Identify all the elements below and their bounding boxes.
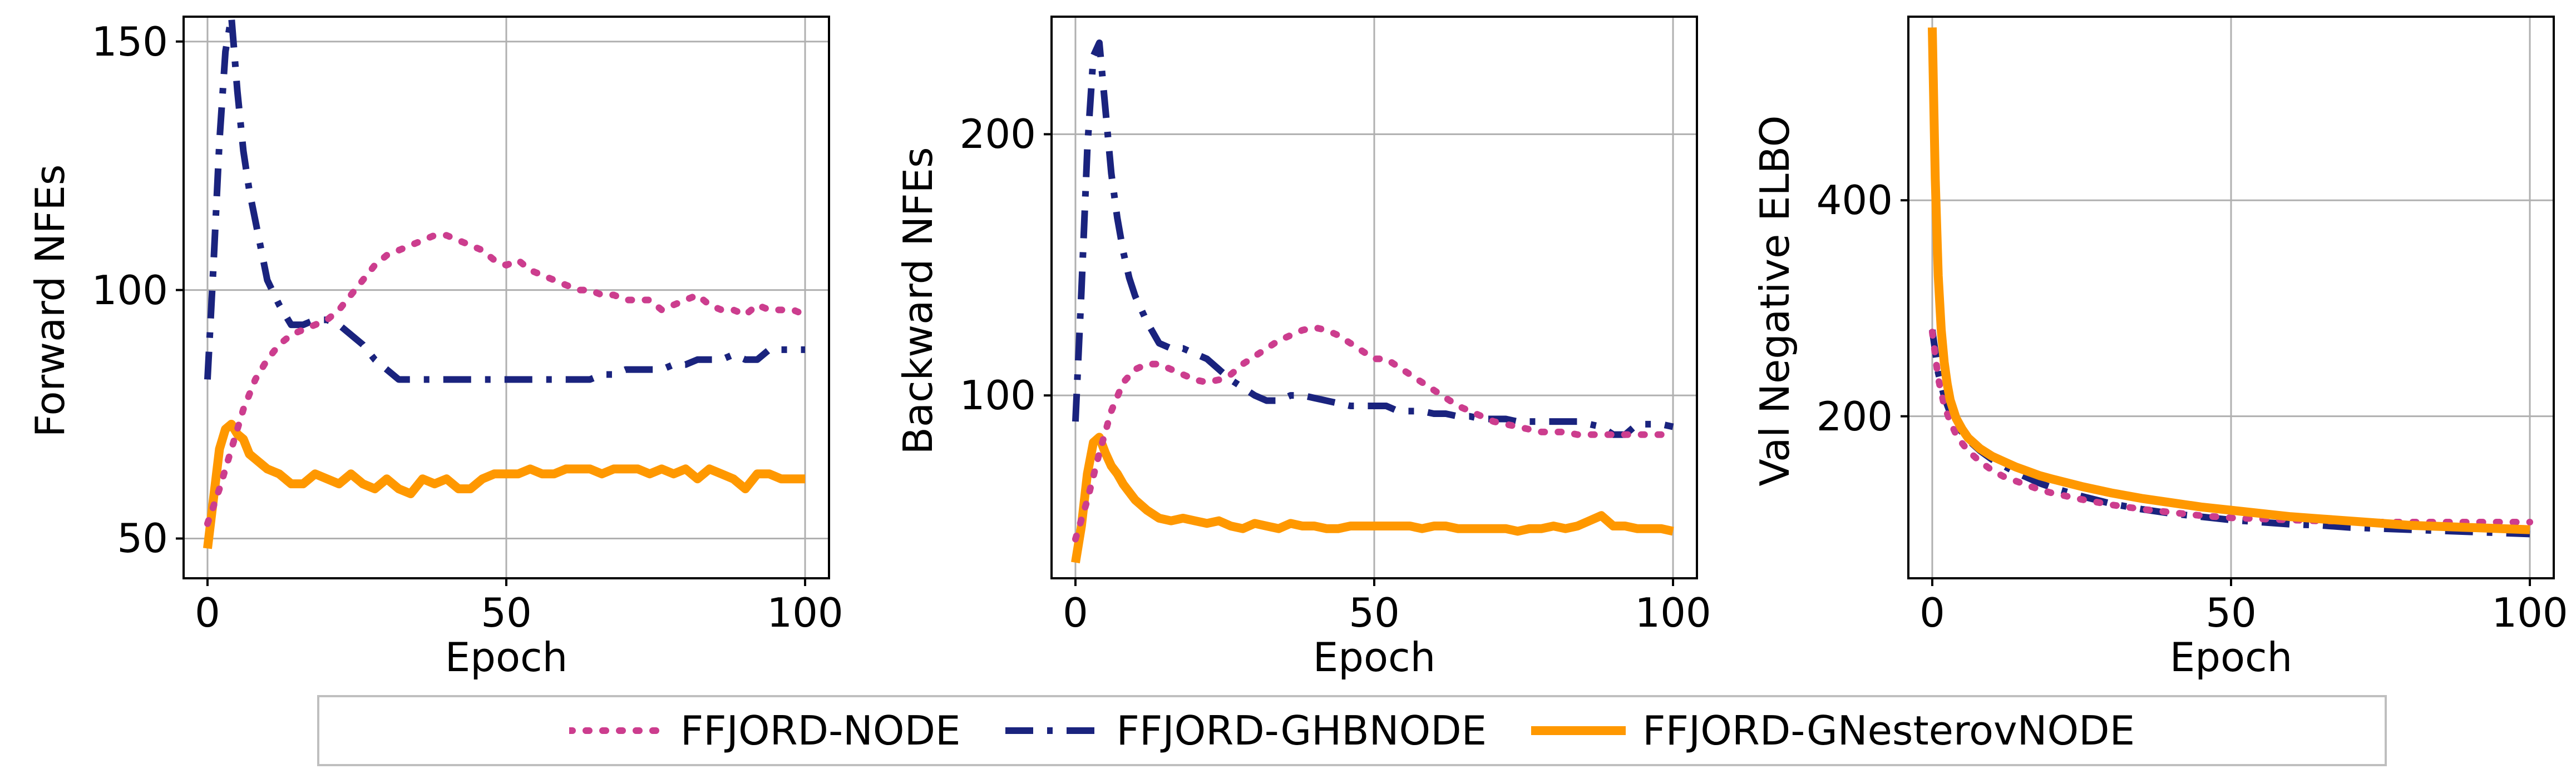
plot-backward [1052, 17, 1697, 578]
ytick-label: 400 [1817, 177, 1893, 224]
figure: 0 50 100 50 100 150 Epoch Forward NFEs 0 50 100 100… [0, 0, 2576, 774]
xtick-label: 0 [195, 589, 220, 636]
ytick-label: 200 [960, 111, 1036, 157]
xtick-label: 50 [481, 589, 532, 636]
xlabel: Epoch [2170, 634, 2292, 681]
ytick-label: 150 [92, 18, 168, 65]
xtick-label: 100 [2491, 589, 2568, 636]
xtick-label: 100 [767, 589, 843, 636]
ytick-label: 200 [1817, 393, 1893, 440]
legend-item-node: FFJORD-NODE [569, 707, 961, 754]
xtick-label: 50 [2205, 589, 2257, 636]
xlabel: Epoch [445, 634, 567, 681]
xtick-label: 0 [1063, 589, 1088, 636]
plot-forward [184, 17, 829, 578]
legend-swatch [1531, 714, 1626, 747]
legend-item-ghbnode: FFJORD-GHBNODE [1005, 707, 1487, 754]
xlabel: Epoch [1313, 634, 1435, 681]
ytick-label: 100 [92, 267, 168, 314]
legend-swatch [569, 714, 664, 747]
plot-elbo [1908, 17, 2554, 578]
ytick-label: 100 [960, 372, 1036, 419]
legend: FFJORD-NODE FFJORD-GHBNODE FFJORD-GNestero… [317, 695, 2387, 766]
ytick-label: 50 [117, 515, 168, 562]
legend-label: FFJORD-GHBNODE [1117, 707, 1487, 754]
xtick-label: 0 [1919, 589, 1945, 636]
ylabel: Backward NFEs [895, 20, 941, 582]
ylabel: Forward NFEs [27, 20, 73, 582]
legend-label: FFJORD-GNesterovNODE [1642, 707, 2135, 754]
legend-label: FFJORD-NODE [680, 707, 961, 754]
ylabel: Val Negative ELBO [1751, 20, 1798, 582]
legend-swatch [1005, 714, 1100, 747]
legend-item-gnest: FFJORD-GNesterovNODE [1531, 707, 2135, 754]
xtick-label: 50 [1349, 589, 1400, 636]
xtick-label: 100 [1635, 589, 1711, 636]
